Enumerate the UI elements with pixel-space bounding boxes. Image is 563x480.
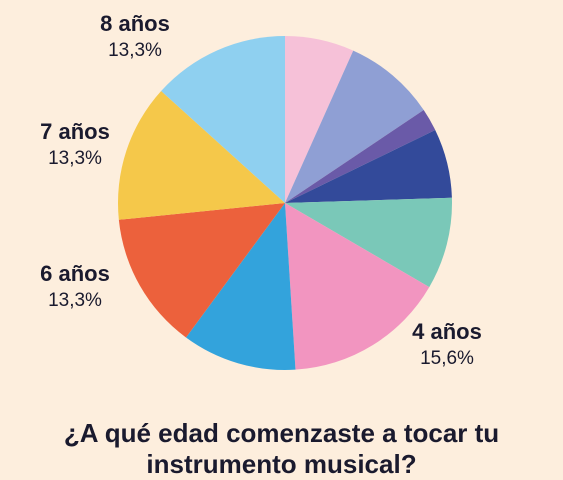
slice-label: 8 años: [100, 11, 170, 36]
chart-title: ¿A qué edad comenzaste a tocar tu instru…: [63, 418, 500, 479]
slice-label: 4 años: [412, 319, 482, 344]
slice-label: 6 años: [40, 261, 110, 286]
pie-slice: [285, 36, 354, 203]
pie-slice: [285, 50, 424, 203]
slice-value-label: 13,3%: [108, 40, 162, 61]
slice-label: 7 años: [40, 119, 110, 144]
pie-slice: [118, 203, 286, 338]
slice-value-label: 13,3%: [48, 290, 102, 311]
chart: 4 años 15,6% 6 años 13,3% 7 años 13,3% 8 años 1…: [40, 11, 482, 370]
pie-slice: [185, 203, 296, 370]
pie-slice: [285, 197, 452, 288]
pie-slice: [161, 36, 285, 203]
pie-slice: [118, 90, 285, 220]
pie-slice: [285, 110, 436, 203]
pie-slice: [285, 203, 430, 370]
slice-value-label: 15,6%: [420, 348, 474, 369]
pie-slice: [285, 130, 452, 203]
slice-value-label: 13,3%: [48, 148, 102, 169]
